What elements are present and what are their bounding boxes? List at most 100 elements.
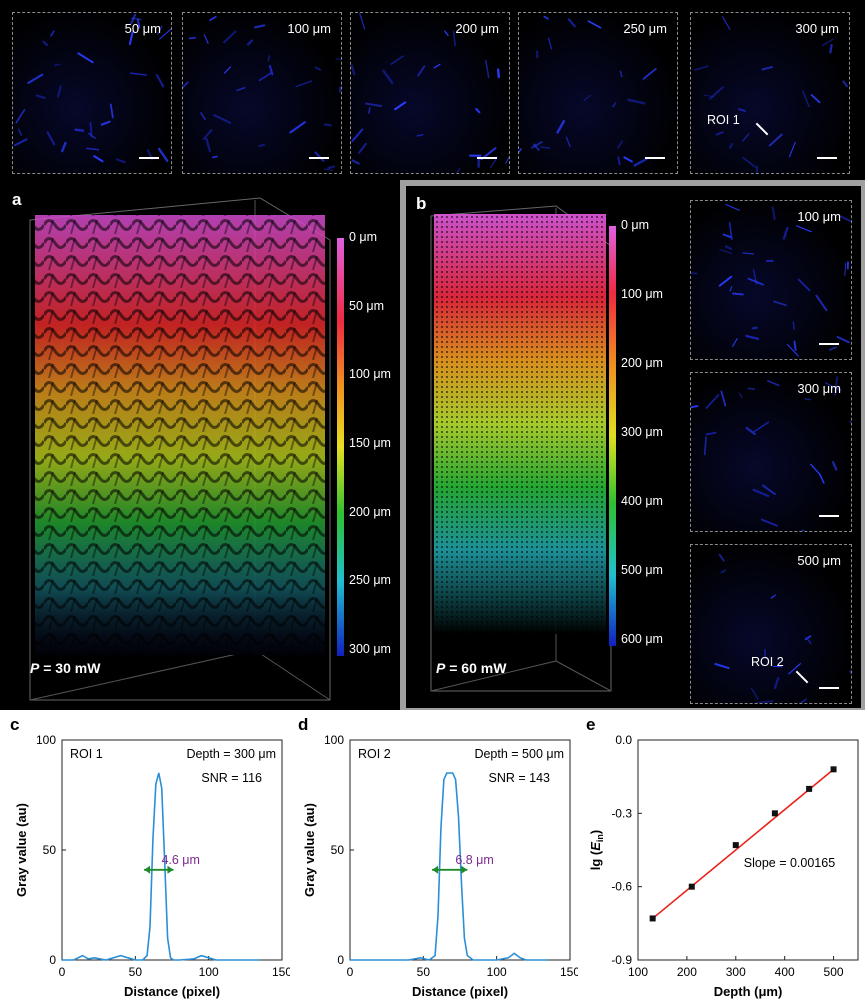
- x-tick-label: 100: [199, 965, 219, 979]
- colorbar-b: [609, 226, 616, 646]
- profile-curve: [350, 772, 548, 961]
- tile-depth-label: 100 μm: [797, 209, 841, 224]
- scale-bar: [645, 157, 665, 159]
- x-tick-label: 100: [487, 965, 507, 979]
- y-tick-label: 0: [337, 953, 344, 967]
- fwhm-arrowhead-right: [461, 865, 468, 874]
- scale-bar: [819, 687, 839, 689]
- x-axis-label: Distance (pixel): [412, 984, 508, 999]
- y-tick-label: 50: [43, 843, 57, 857]
- tile-vessels: [519, 15, 677, 173]
- scale-bar: [309, 157, 329, 159]
- snr-annotation: SNR = 143: [489, 771, 551, 785]
- volume-render-a: [29, 197, 331, 701]
- depth-tile-2: 100 μm: [182, 12, 342, 174]
- roi-annotation: ROI 1: [70, 747, 103, 761]
- x-tick-label: 50: [417, 965, 431, 979]
- power-symbol-a: P: [30, 660, 40, 676]
- tile-vessels: [183, 15, 341, 172]
- x-tick-label: 500: [824, 965, 844, 979]
- fwhm-arrowhead-right: [167, 865, 174, 874]
- depth-tile-3: 200 μm: [350, 12, 510, 174]
- fwhm-arrowhead-left: [432, 865, 439, 874]
- colorbar-tick: 600 μm: [621, 632, 663, 646]
- x-tick-label: 150: [272, 965, 290, 979]
- y-tick-label: -0.6: [611, 880, 632, 894]
- power-label-a: P = 30 mW: [30, 660, 100, 676]
- fit-line: [652, 768, 835, 920]
- tile-depth-label: 300 μm: [795, 21, 839, 36]
- panel-letter: e: [586, 715, 595, 734]
- power-value-a: = 30 mW: [39, 660, 101, 676]
- roi-annotation: ROI 2: [358, 747, 391, 761]
- tile-depth-label: 50 μm: [124, 21, 161, 36]
- depth-tile-b-3: 500 μm ROI 2: [690, 544, 852, 704]
- tile-vessels: [13, 13, 171, 164]
- colorbar-tick: 200 μm: [621, 356, 663, 370]
- scale-bar: [477, 157, 497, 159]
- y-axis-label: lg (Ein): [588, 830, 605, 871]
- depth-tile-1: 50 μm: [12, 12, 172, 174]
- tile-depth-label: 500 μm: [797, 553, 841, 568]
- colorbar-tick: 300 μm: [349, 642, 391, 656]
- colorbar-tick: 0 μm: [621, 218, 650, 232]
- scale-bar: [139, 157, 159, 159]
- power-label-b: P = 60 mW: [436, 660, 506, 676]
- depth-tile-b-1: 100 μm: [690, 200, 852, 360]
- roi-label: ROI 2: [751, 655, 784, 669]
- fwhm-label: 6.8 μm: [455, 853, 493, 867]
- tile-vessels: [694, 16, 848, 173]
- colorbar-tick: 150 μm: [349, 436, 391, 450]
- colorbar-tick: 300 μm: [621, 425, 663, 439]
- chart-d: d 0 50 100 150 0 50 100 Distance (pixel) Gray val…: [298, 715, 578, 999]
- depth-tile-4: 250 μm: [518, 12, 678, 174]
- y-tick-label: -0.3: [611, 806, 632, 820]
- data-point: [732, 842, 739, 849]
- y-axis-label: Gray value (au): [14, 803, 29, 897]
- data-point: [688, 883, 695, 890]
- colorbar-tick: 50 μm: [349, 298, 384, 313]
- tile-vessels: [351, 13, 509, 173]
- tile-vessels: [691, 376, 851, 531]
- x-axis-label: Distance (pixel): [124, 984, 220, 999]
- panel-letter: d: [298, 715, 308, 734]
- fwhm-arrowhead-left: [144, 865, 151, 874]
- y-axis-label: Gray value (au): [302, 803, 317, 897]
- colorbar-tick: 500 μm: [621, 563, 663, 577]
- scale-bar: [819, 515, 839, 517]
- colorbar-tick: 250 μm: [349, 573, 391, 588]
- x-axis-label: Depth (μm): [714, 984, 783, 999]
- fwhm-label: 4.6 μm: [161, 853, 199, 867]
- x-tick-label: 50: [129, 965, 143, 979]
- x-tick-label: 200: [677, 965, 697, 979]
- roi-label: ROI 1: [707, 113, 740, 127]
- x-tick-label: 0: [59, 965, 66, 979]
- panel-letter-b: b: [416, 194, 427, 213]
- y-tick-label: -0.9: [611, 953, 632, 967]
- tile-depth-label: 100 μm: [287, 21, 331, 36]
- power-symbol-b: P: [436, 660, 446, 676]
- data-point: [649, 915, 656, 922]
- tile-depth-label: 300 μm: [797, 381, 841, 396]
- colorbar-tick: 400 μm: [621, 494, 663, 508]
- colorbar-a: [337, 238, 344, 656]
- y-tick-label: 0: [49, 953, 56, 967]
- profile-curve: [62, 772, 260, 961]
- data-point: [806, 785, 813, 792]
- x-tick-label: 400: [775, 965, 795, 979]
- y-tick-label: 100: [36, 733, 56, 747]
- y-tick-label: 0.0: [615, 733, 632, 747]
- volume-render-b: [430, 205, 612, 692]
- tile-depth-label: 200 μm: [455, 21, 499, 36]
- x-tick-label: 0: [347, 965, 354, 979]
- slope-annotation: Slope = 0.00165: [744, 856, 835, 870]
- data-point: [771, 810, 778, 817]
- chart-c: c 0 50 100 150 0 50 100 Distance (pixel) Gray val…: [10, 715, 290, 999]
- plot-frame: [637, 739, 859, 961]
- colorbar-tick: 0 μm: [349, 230, 378, 244]
- depth-annotation: Depth = 500 μm: [474, 747, 564, 761]
- x-tick-label: 150: [560, 965, 578, 979]
- panel-letter-a: a: [12, 190, 22, 209]
- scale-bar: [817, 157, 837, 159]
- colorbar-tick: 200 μm: [349, 504, 391, 519]
